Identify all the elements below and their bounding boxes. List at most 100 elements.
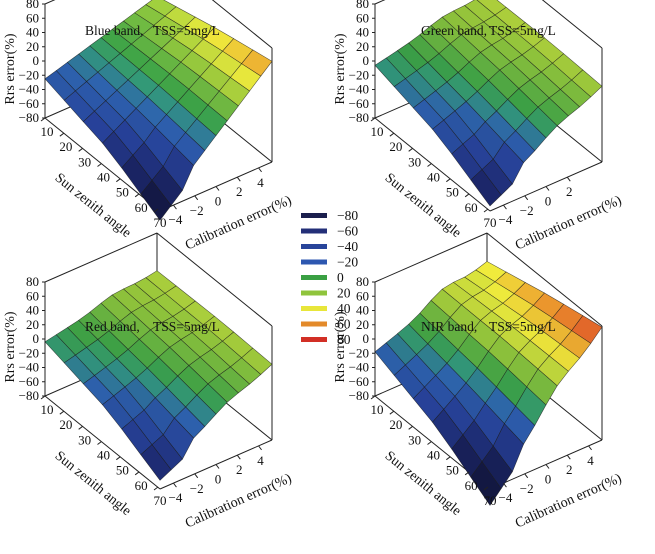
y-tick-mark [258,167,262,173]
surface-mesh [374,261,603,506]
x-tick-label: 60 [135,200,148,215]
x-tick-label: 70 [484,493,497,508]
colorbar-swatch [301,290,327,296]
z-tick-label: 60 [356,10,369,25]
x-tick-mark [97,441,102,445]
y-tick-mark [524,473,529,479]
x-tick-mark [427,163,432,167]
y-tick-mark [588,445,592,451]
x-tick-label: 50 [446,463,459,478]
x-tick-label: 70 [154,215,167,230]
z-tick-label: 60 [26,288,39,303]
x-tick-mark [134,471,140,476]
colorbar-swatch [301,244,327,249]
y-tick-label: −2 [190,481,204,496]
x-axis-label: Sun zenith angle [52,171,134,241]
x-tick-mark [427,441,432,445]
x-tick-mark [134,193,140,198]
z-tick-label: 20 [356,39,369,54]
top-back-edge-left [44,232,158,283]
z-tick-label: −20 [349,345,369,360]
y-tick-mark [236,454,241,460]
x-tick-mark [389,132,395,137]
y-tick-mark [545,186,550,191]
z-tick-label: 40 [356,25,369,40]
z-tick-label: 60 [356,288,369,303]
y-tick-mark [566,454,571,460]
z-tick-label: 60 [26,10,39,25]
z-axis-label: Rrs error(%) [333,311,348,382]
panel-subtitle: TSS=5mg/L [489,23,556,38]
x-tick-mark [78,425,83,430]
x-axis-label: Sun zenith angle [52,449,134,519]
z-tick-label: −20 [349,67,369,82]
x-tick-label: 10 [41,124,54,139]
surface-cell [470,169,502,207]
y-tick-label: −4 [169,212,183,227]
y-tick-label: −4 [499,212,513,227]
x-tick-label: 50 [116,185,129,200]
z-tick-label: −80 [19,110,39,125]
x-tick-label: 20 [59,139,72,154]
x-tick-mark [116,456,121,461]
z-tick-label: −40 [349,82,369,97]
x-tick-mark [59,132,65,137]
y-tick-mark [215,464,220,469]
x-tick-label: 20 [389,417,402,432]
x-tick-mark [464,193,470,198]
x-tick-mark [483,486,489,491]
colorbar-swatch [301,337,327,342]
x-tick-mark [40,117,46,122]
x-axis-label: Sun zenith angle [382,171,464,241]
top-back-edge-left [44,0,56,5]
x-tick-label: 60 [465,200,478,215]
x-tick-mark [446,178,451,183]
y-tick-label: −2 [520,481,534,496]
z-tick-label: −20 [19,67,39,82]
z-tick-label: 0 [33,53,40,68]
z-tick-label: 40 [356,303,369,318]
colorbar-swatch [301,306,327,311]
y-tick-label: 4 [257,453,264,468]
y-tick-mark [566,176,571,182]
z-tick-label: 80 [26,274,39,289]
z-tick-label: −20 [19,345,39,360]
x-tick-label: 50 [116,463,129,478]
y-tick-mark [236,176,241,182]
x-axis-label: Sun zenith angle [382,449,464,519]
x-tick-label: 30 [408,432,421,447]
z-tick-label: 40 [26,25,39,40]
x-tick-label: 10 [41,402,54,417]
x-tick-mark [40,395,46,400]
x-tick-mark [389,410,395,415]
colorbar-label: 20 [337,286,351,301]
y-tick-label: 0 [545,472,552,487]
z-tick-label: −60 [349,96,369,111]
x-tick-label: 20 [59,417,72,432]
z-tick-label: 20 [26,317,39,332]
z-tick-label: −80 [349,388,369,403]
y-tick-label: 4 [257,175,264,190]
x-tick-label: 60 [135,478,148,493]
y-tick-label: 0 [215,472,222,487]
surface-cell [470,461,502,506]
top-back-edge-right [486,232,603,327]
z-tick-label: −40 [349,360,369,375]
y-tick-label: 2 [566,462,573,477]
x-tick-mark [97,163,102,167]
surface-mesh [374,0,603,207]
x-tick-mark [446,456,451,461]
z-tick-label: −60 [19,96,39,111]
panel-subtitle: TSS=5mg/L [153,319,220,334]
colorbar-label: −80 [337,208,358,223]
x-tick-mark [153,486,159,491]
panel-subtitle: TSS=5mg/L [153,23,220,38]
x-tick-label: 10 [371,124,384,139]
y-tick-label: 0 [545,194,552,209]
z-tick-label: 80 [356,0,369,11]
y-tick-mark [173,204,177,210]
surface-mesh [44,0,273,221]
